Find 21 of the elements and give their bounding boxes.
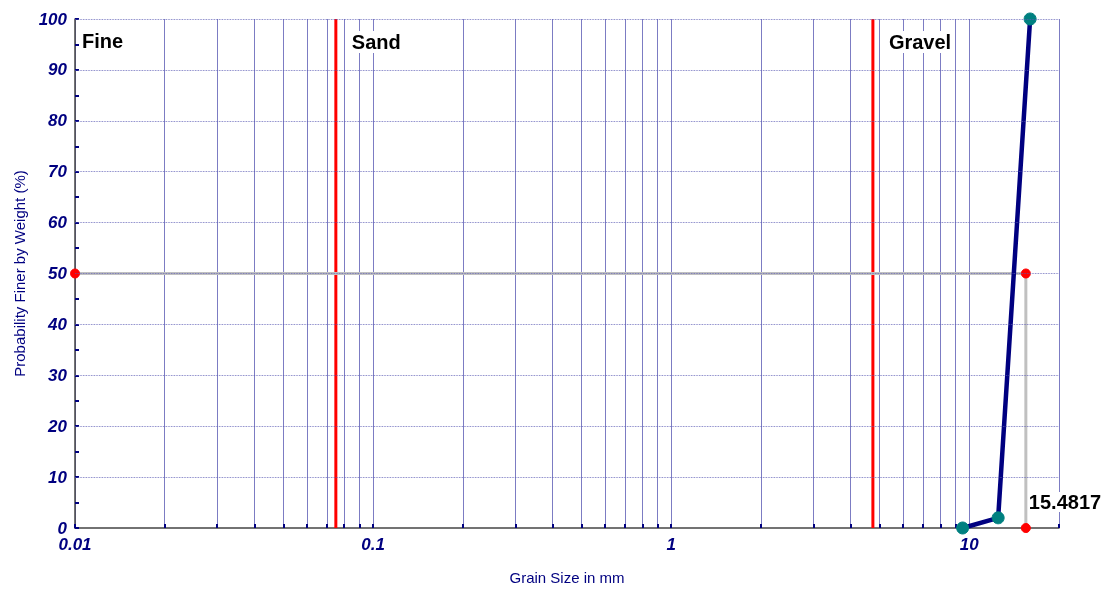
y-tick-label: 60: [48, 213, 68, 233]
x-tick-label: 0.01: [58, 535, 92, 554]
annotation: Fine: [82, 30, 124, 52]
ref-line-label: Gravel: [888, 31, 952, 53]
y-tick-label: 0: [57, 518, 68, 538]
x-tick-label: 0.1: [361, 535, 385, 554]
y-tick-label: 30: [48, 365, 68, 385]
x-tick-label: 10: [959, 535, 980, 554]
y-tick-label: 90: [48, 60, 68, 80]
y-tick-label: 70: [48, 162, 68, 182]
y-tick-label: 80: [48, 111, 68, 131]
y-tick-label: 10: [48, 467, 68, 487]
annotation: 15.4817: [1028, 491, 1102, 513]
y-tick-label: 20: [47, 416, 68, 436]
y-tick-label: 50: [48, 264, 68, 283]
ref-line-label: Sand: [351, 31, 401, 53]
x-tick-label: 1: [666, 535, 676, 554]
y-tick-label: 40: [47, 314, 68, 334]
y-axis-title: Probability Finer by Weight (%): [11, 170, 28, 377]
x-axis-title: Grain Size in mm: [509, 569, 625, 586]
y-tick-label: 100: [38, 9, 68, 29]
